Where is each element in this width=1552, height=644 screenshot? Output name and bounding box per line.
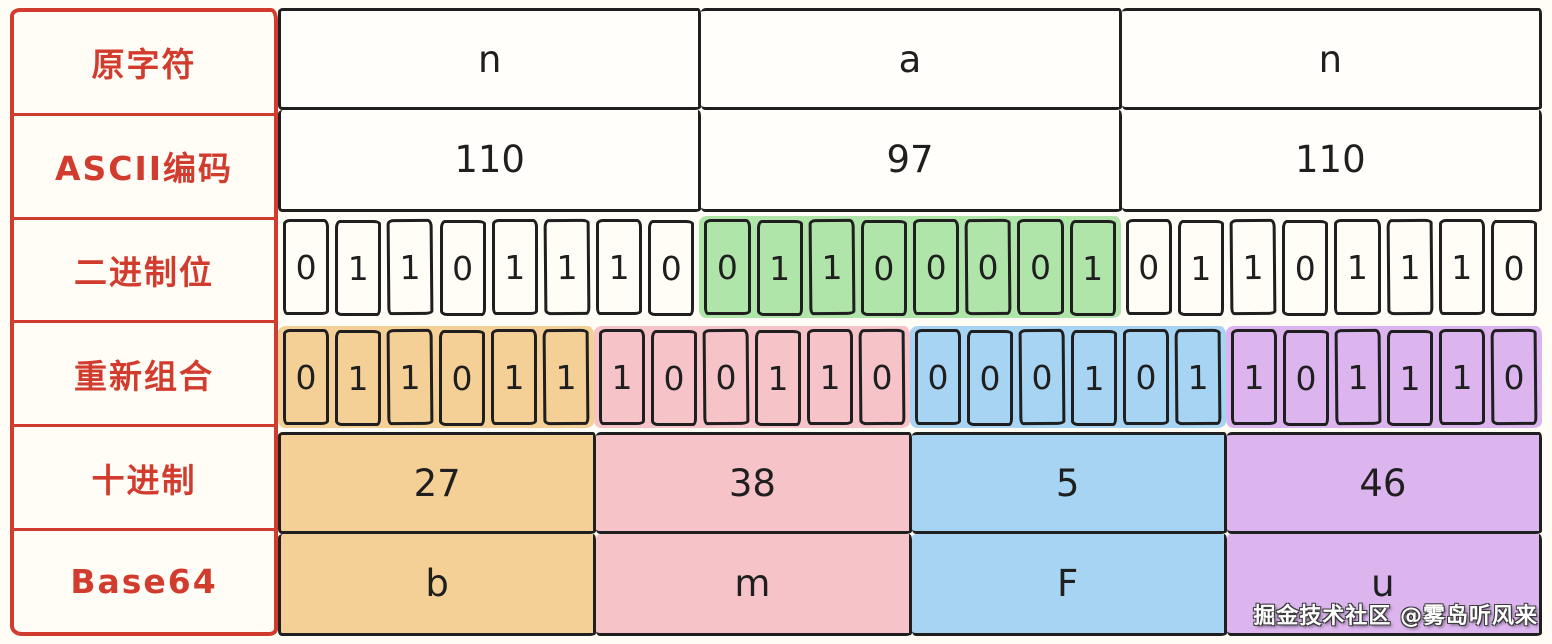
ascii-row: 110 97 110 (278, 110, 1542, 212)
base64-cell: F (911, 534, 1227, 636)
char-cell: a (701, 8, 1122, 110)
char-cell: n (278, 8, 702, 110)
bit-cell: 1 (599, 329, 645, 425)
base64-cell: u (1226, 534, 1542, 636)
regroup-group-3: 0 0 0 1 0 1 (910, 326, 1226, 428)
bit-cell: 0 (1123, 329, 1169, 425)
decimal-cell: 38 (596, 432, 912, 534)
bit-cell: 1 (596, 219, 643, 315)
bit-cell: 0 (439, 330, 485, 426)
base64-cell: b (278, 534, 597, 636)
bit-cell: 0 (704, 219, 751, 315)
bit-cell: 0 (1283, 330, 1329, 426)
label-binary-bits: 二进制位 (14, 220, 274, 324)
bit-cell: 1 (335, 330, 381, 426)
base64-encoding-diagram: 原字符 ASCII编码 二进制位 重新组合 十进制 Base64 n a n 1… (10, 8, 1542, 636)
bit-cell: 1 (755, 330, 801, 426)
bit-cell: 0 (1125, 219, 1172, 315)
bit-cell: 0 (283, 329, 329, 425)
regroup-row: 0 1 1 0 1 1 1 0 0 1 1 0 0 0 0 1 0 1 (278, 322, 1542, 432)
decimal-cell: 27 (278, 432, 597, 534)
base64-row: b m F u (278, 534, 1542, 636)
bit-cell: 0 (1018, 328, 1066, 426)
bit-cell: 0 (1282, 220, 1329, 316)
bit-cell: 1 (1231, 329, 1277, 425)
bit-cell: 0 (1490, 328, 1538, 426)
bit-cell: 1 (807, 329, 853, 425)
bit-cell: 0 (283, 219, 330, 315)
label-base64: Base64 (70, 562, 218, 602)
bit-cell: 0 (439, 220, 486, 316)
bit-cell: 1 (491, 329, 537, 425)
base64-cell: m (596, 534, 912, 636)
ascii-cell: 110 (278, 110, 702, 212)
char-cell: n (1121, 8, 1542, 110)
bit-cell: 1 (756, 220, 803, 316)
bit-cell: 1 (1229, 218, 1277, 316)
decimal-cell: 46 (1226, 432, 1542, 534)
bit-cell: 0 (964, 218, 1012, 316)
bit-cell: 1 (1177, 220, 1224, 316)
ascii-cell: 97 (701, 110, 1122, 212)
bit-cell: 0 (651, 330, 697, 426)
bit-cell: 0 (702, 328, 750, 426)
regroup-group-2: 1 0 0 1 1 0 (594, 326, 910, 428)
bit-cell: 1 (1387, 330, 1433, 426)
label-regroup: 重新组合 (14, 323, 274, 428)
bit-cell: 1 (1334, 219, 1381, 315)
bit-cell: 0 (913, 219, 960, 315)
row-labels-column: 原字符 ASCII编码 二进制位 重新组合 十进制 Base64 (10, 8, 278, 636)
binary-row: 0 1 1 0 1 1 1 0 0 1 1 0 0 0 0 1 0 1 (278, 212, 1542, 322)
bit-cell: 1 (386, 218, 434, 316)
regroup-group-1: 0 1 1 0 1 1 (278, 326, 594, 428)
bit-cell: 1 (1438, 219, 1485, 315)
bit-cell: 0 (1017, 219, 1064, 315)
bit-cell: 1 (1069, 220, 1116, 316)
bit-cell: 1 (335, 220, 382, 316)
char-row: n a n (278, 8, 1542, 110)
bit-cell: 1 (1386, 218, 1434, 316)
bit-cell: 0 (1490, 220, 1538, 316)
binary-group-2: 0 1 1 0 0 0 0 1 (699, 216, 1121, 318)
encoding-table: n a n 110 97 110 0 1 1 0 1 1 1 0 0 1 (278, 8, 1542, 636)
watermark: 掘金技术社区 @雾岛听风来 (1253, 604, 1538, 629)
decimal-row: 27 38 5 46 (278, 432, 1542, 534)
ascii-cell: 110 (1121, 110, 1542, 212)
decimal-cell: 5 (911, 432, 1227, 534)
bit-cell: 0 (915, 329, 961, 425)
label-ascii: ASCII编码 (14, 116, 274, 220)
label-source-char: 原字符 (14, 12, 274, 116)
bit-cell: 0 (967, 330, 1013, 426)
binary-group-1: 0 1 1 0 1 1 1 0 (278, 216, 699, 318)
bit-cell: 1 (1174, 328, 1222, 426)
bit-cell: 0 (648, 220, 695, 316)
bit-cell: 1 (386, 328, 434, 426)
bit-cell: 0 (858, 328, 906, 426)
bit-cell: 1 (1071, 330, 1117, 426)
bit-cell: 0 (860, 220, 908, 316)
bit-cell: 1 (543, 218, 591, 316)
label-decimal: 十进制 (14, 427, 274, 532)
bit-cell: 1 (491, 219, 538, 315)
bit-cell: 1 (1334, 328, 1382, 426)
bit-cell: 1 (808, 218, 856, 316)
bit-cell: 1 (1439, 329, 1485, 425)
bit-cell: 1 (542, 328, 590, 426)
regroup-group-4: 1 0 1 1 1 0 (1226, 326, 1542, 428)
binary-group-3: 0 1 1 0 1 1 1 0 (1121, 216, 1542, 318)
